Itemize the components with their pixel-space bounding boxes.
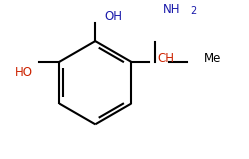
Text: HO: HO [15,66,33,79]
Text: Me: Me [204,52,222,65]
Text: 2: 2 [190,6,197,16]
Text: NH: NH [163,3,180,16]
Text: CH: CH [158,52,175,65]
Text: OH: OH [104,10,122,23]
